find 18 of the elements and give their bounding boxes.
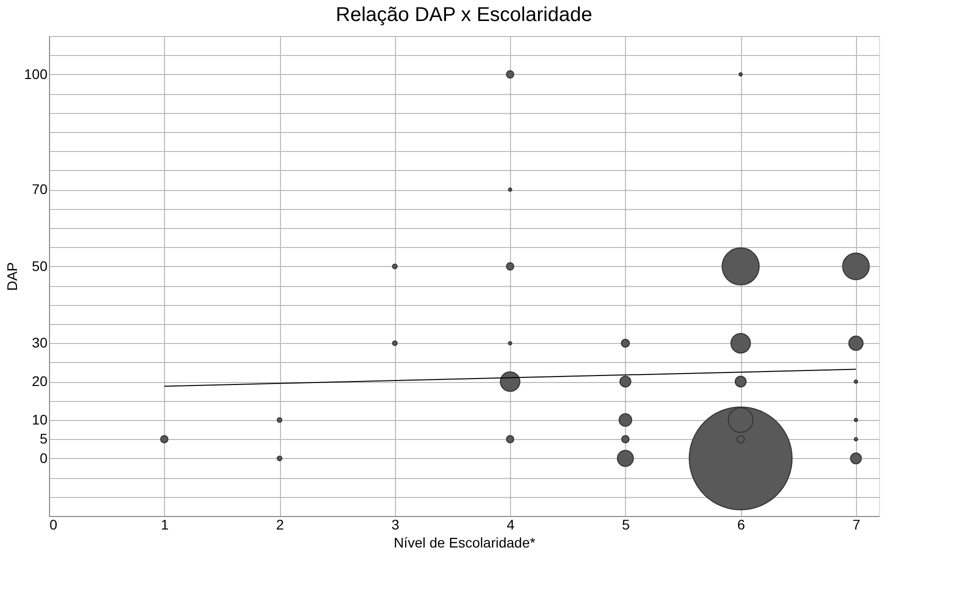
y-axis-title: DAP bbox=[4, 262, 20, 291]
x-tick-label: 3 bbox=[391, 516, 400, 532]
x-tick-label: 5 bbox=[622, 516, 630, 532]
y-tick-label: 20 bbox=[32, 373, 48, 390]
x-tick-label: 6 bbox=[737, 516, 746, 532]
y-tick-label: 30 bbox=[32, 334, 48, 351]
x-tick-label: 7 bbox=[852, 516, 861, 532]
x-tick-label: 1 bbox=[160, 516, 169, 532]
y-tick-label: 10 bbox=[32, 412, 48, 428]
x-tick-label: 4 bbox=[506, 516, 515, 532]
chart-title: Relação DAP x Escolaridade bbox=[336, 4, 592, 26]
y-tick-label: 0 bbox=[40, 450, 48, 466]
y-tick-label: 5 bbox=[40, 430, 48, 447]
x-axis-title: Nível de Escolaridade* bbox=[394, 534, 536, 550]
y-tick-label: 50 bbox=[32, 258, 48, 274]
x-tick-label: 2 bbox=[276, 516, 284, 532]
y-tick-label: 100 bbox=[24, 66, 48, 82]
y-tick-label: 70 bbox=[32, 181, 48, 198]
